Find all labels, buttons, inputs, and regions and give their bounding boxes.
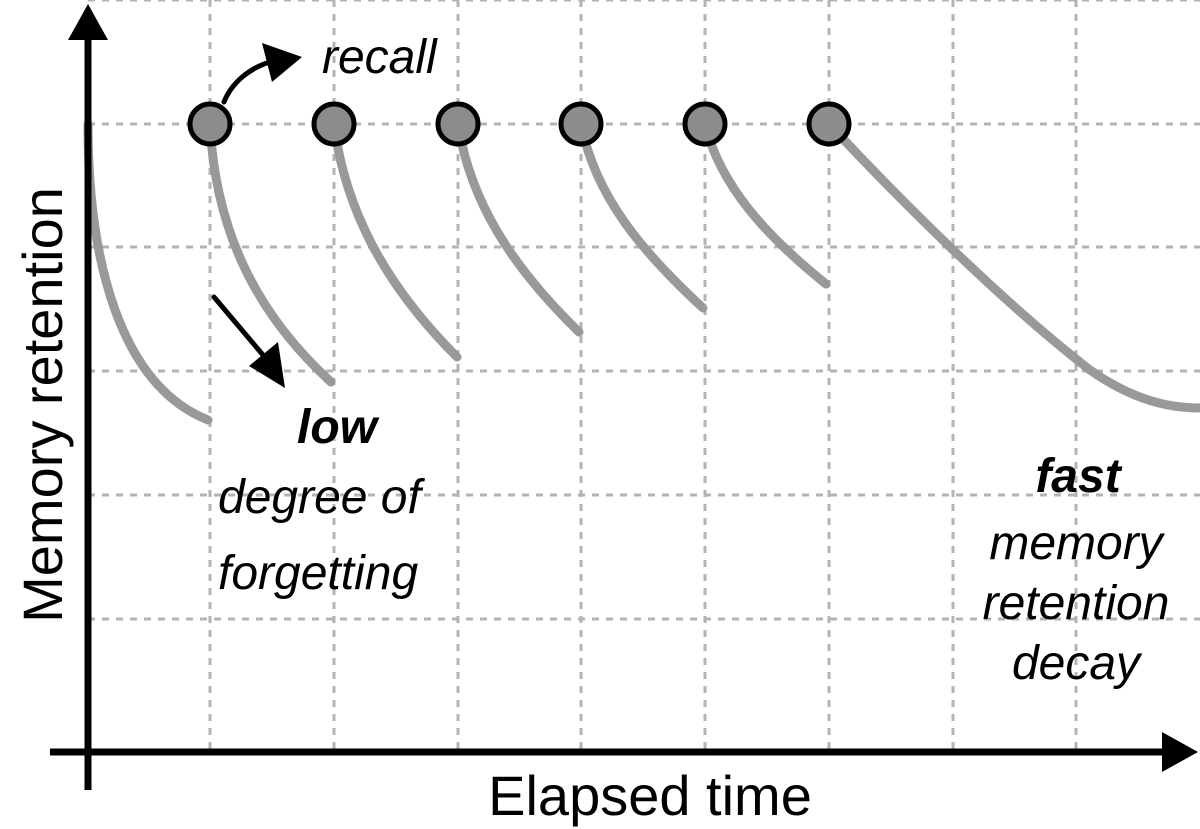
retention-curve xyxy=(576,119,708,313)
retention-curve xyxy=(700,119,831,289)
recall-points xyxy=(187,101,852,147)
retention-curve xyxy=(824,119,1200,413)
recall-arrow xyxy=(221,59,273,105)
recall-point xyxy=(435,101,481,147)
retention-curve xyxy=(453,119,584,337)
recall-point xyxy=(806,101,852,147)
recall-point xyxy=(187,101,233,147)
retention-curve xyxy=(83,119,213,425)
retention-curve xyxy=(205,119,336,387)
x-axis-arrowhead xyxy=(1162,732,1198,772)
recall-point xyxy=(682,101,728,147)
retention-curves xyxy=(83,119,1200,425)
low-annotation-line: degree of xyxy=(218,471,425,524)
axes xyxy=(50,4,1198,790)
retention-curve xyxy=(329,119,462,362)
low-annotation-line: forgetting xyxy=(218,547,418,600)
y-axis-label: Memory retention xyxy=(11,187,74,623)
low-forgetting-arrowhead xyxy=(249,342,285,388)
recall-annotation: recall xyxy=(322,31,438,84)
y-axis-arrowhead xyxy=(68,4,108,40)
fast-annotation-line: retention xyxy=(983,577,1170,630)
x-axis-label: Elapsed time xyxy=(488,764,812,827)
low-forgetting-arrow xyxy=(211,294,266,358)
recall-point xyxy=(558,101,604,147)
low-annotation-emphasis: low xyxy=(297,401,380,454)
fast-annotation-emphasis: fast xyxy=(1035,450,1122,503)
fast-annotation-line: memory xyxy=(989,517,1165,570)
recall-arrowhead xyxy=(262,43,302,82)
annotation-arrows xyxy=(211,43,302,388)
recall-point xyxy=(311,101,357,147)
fast-annotation-line: decay xyxy=(1012,637,1143,690)
